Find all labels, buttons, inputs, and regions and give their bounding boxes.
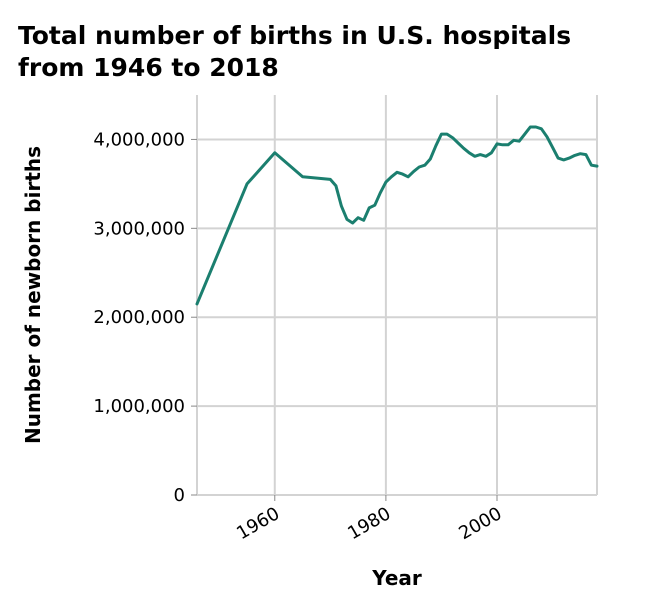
births-series-line [195,125,599,306]
y-tick-label: 1,000,000 [93,396,185,417]
axis-ticks [191,138,498,501]
chart-title-line-2: from 1946 to 2018 [18,53,279,82]
x-tick-label: 1980 [344,503,394,544]
x-tick-label: 2000 [455,503,505,544]
x-tick-label: 1960 [233,503,283,544]
x-tick-labels: 1960 1980 2000 [233,503,505,544]
grid-lines [196,95,598,496]
chart-title-line-1: Total number of births in U.S. hospitals [18,21,571,50]
y-tick-label: 0 [174,485,185,506]
y-axis-label: Number of newborn births [21,146,45,444]
x-axis-label: Year [371,566,422,590]
y-tick-label: 3,000,000 [93,218,185,239]
y-tick-label: 4,000,000 [93,129,185,150]
y-tick-labels: 0 1,000,000 2,000,000 3,000,000 4,000,000 [93,129,185,506]
series-layer [195,125,599,306]
y-tick-label: 2,000,000 [93,307,185,328]
